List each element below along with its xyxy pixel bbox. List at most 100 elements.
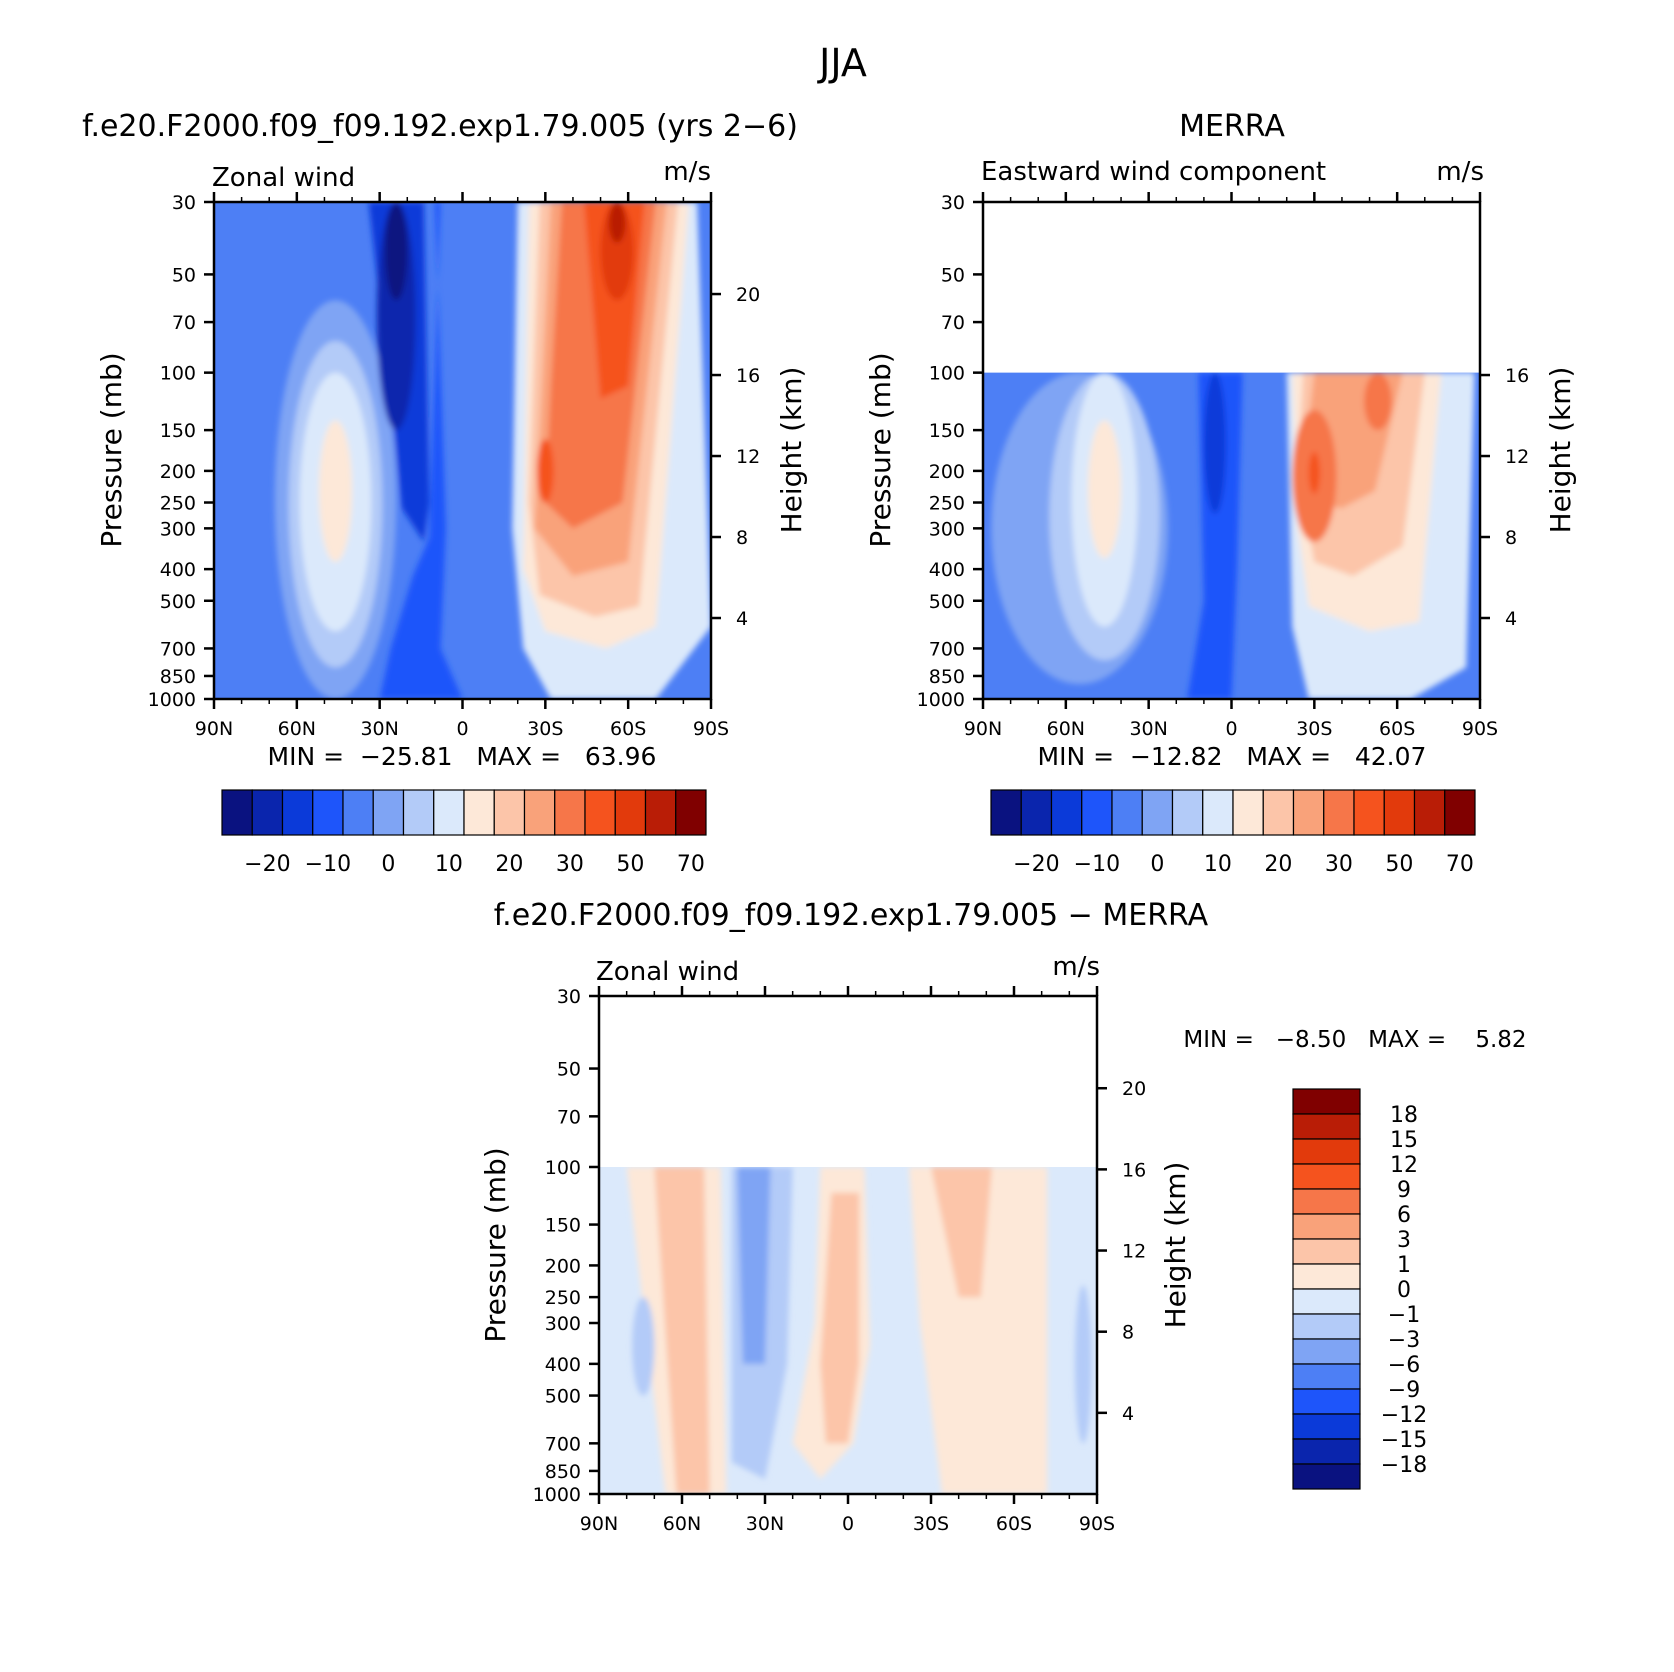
difference-colorbar-swatch [1292,1088,1361,1115]
diff-y-tick-label: 1000 [533,1484,581,1506]
obs-x-tick-label: 30N [1129,718,1167,740]
obs-height-tick-label: 4 [1505,608,1517,630]
obs-x-tick-label: 30S [1296,718,1332,740]
diff-height-tick-label: 8 [1122,1322,1134,1344]
panel-model-title: f.e20.F2000.f09_f09.192.exp1.79.005 (yrs… [82,109,798,144]
model-colorbar-swatch [342,789,374,836]
diff-y-tick-label: 400 [545,1354,581,1376]
difference-contour-nh-neg-2 [737,1167,771,1364]
model-contour-sh-subtropical-core [537,439,554,503]
diff-height-tick-label: 20 [1122,1078,1146,1100]
panel-model-left-label: Zonal wind [212,163,355,193]
diff-y-tick-label: 200 [545,1255,581,1277]
model-x-tick-label: 60N [278,718,316,740]
obs-y-tick-label: 100 [929,363,965,385]
diff-x-tick-label: 60N [663,1513,701,1535]
difference-ylabel-right: Height (km) [1159,1162,1192,1329]
model-colorbar-swatch [644,789,677,836]
model-y-tick-label: 850 [160,666,196,688]
difference-colorbar-swatch [1292,1213,1361,1240]
obs-colorbar-swatch [1383,789,1416,836]
obs-colorbar-swatch [1262,789,1295,836]
difference-colorbar-swatch [1292,1288,1361,1315]
difference-ylabel: Pressure (mb) [479,1147,512,1342]
model-colorbar-swatch [463,789,495,836]
panel-merra: MERRA Eastward wind component m/s 90N 60N… [864,109,1577,877]
diff-x-tick-label: 0 [842,1513,854,1535]
model-colorbar-label: 30 [556,852,584,877]
obs-y-tick-label: 1000 [917,689,965,711]
model-contour-sh-7 [600,202,634,301]
model-y-tick-label: 70 [172,312,196,334]
model-x-tick-label: 90N [195,718,233,740]
obs-colorbar-swatch [1444,789,1476,836]
obs-colorbar-swatch [990,789,1022,836]
diff-y-tick-label: 50 [557,1059,581,1081]
difference-colorbar-swatch [1292,1163,1361,1190]
obs-colorbar-swatch [1171,789,1204,836]
model-colorbar-swatch [523,789,556,836]
merra-min-max: MIN = −12.82 MAX = 42.07 [1038,742,1427,771]
difference-colorbar-label: −3 [1388,1328,1420,1353]
obs-colorbar-swatch [1323,789,1355,836]
obs-colorbar-label: −10 [1074,852,1120,877]
difference-colorbar-swatch [1292,1463,1361,1490]
model-colorbar-label: 0 [381,852,395,877]
obs-colorbar-label: 0 [1150,852,1164,877]
difference-colorbar-swatch [1292,1413,1361,1440]
model-y-tick-label: 700 [160,638,196,660]
difference-colorbar-swatch [1292,1338,1361,1365]
panel-model-units: m/s [663,157,711,187]
difference-colorbar-swatch [1292,1138,1361,1165]
model-colorbar-swatch [402,789,435,836]
obs-height-tick-label: 16 [1505,365,1529,387]
diff-y-tick-label: 30 [557,986,581,1008]
model-y-tick-label: 150 [160,420,196,442]
diff-height-tick-label: 4 [1122,1403,1134,1425]
difference-colorbar-label: −9 [1388,1378,1420,1403]
obs-colorbar-swatch [1081,789,1113,836]
panel-difference-units: m/s [1052,952,1100,982]
obs-y-tick-label: 250 [929,493,965,515]
difference-colorbar-swatch [1292,1313,1361,1340]
merra-contour-sh-6 [1364,372,1392,431]
obs-y-tick-label: 50 [941,264,965,286]
merra-contour-field [983,372,1480,699]
model-colorbar-swatch [433,789,465,836]
model-x-tick-label: 60S [610,718,646,740]
diff-x-tick-label: 90S [1079,1513,1115,1535]
difference-min-max: MIN = −8.50 MAX = 5.82 [1183,1027,1526,1053]
difference-colorbar-swatch [1292,1113,1361,1140]
model-colorbar-swatch [675,789,707,836]
model-height-tick-label: 12 [736,446,760,468]
diff-y-tick-label: 700 [545,1433,581,1455]
model-colorbar-label: 70 [677,852,705,877]
obs-colorbar-swatch [1111,789,1143,836]
obs-colorbar-label: 70 [1446,852,1474,877]
panel-difference-left-label: Zonal wind [596,957,739,987]
merra-contour-nh-4 [1087,420,1122,559]
difference-colorbar-label: −18 [1381,1453,1427,1478]
merra-contour-sh-core [1308,451,1320,494]
model-contour-field [214,202,711,699]
model-y-tick-label: 50 [172,264,196,286]
difference-colorbar-label: 15 [1390,1128,1418,1153]
model-y-tick-label: 250 [160,493,196,515]
diff-y-tick-label: 70 [557,1106,581,1128]
model-y-tick-label: 400 [160,559,196,581]
diff-x-tick-label: 90N [580,1513,618,1535]
obs-colorbar-label: −20 [1013,852,1059,877]
difference-colorbar-swatch [1292,1363,1361,1390]
merra-contour-tropics-1 [1187,372,1243,699]
difference-colorbar-label: −1 [1388,1303,1420,1328]
model-colorbar-swatch [584,789,616,836]
difference-contour-nh-neg-3 [632,1297,655,1396]
difference-contour-sh-pos-1 [908,1167,1048,1494]
model-height-tick-label: 8 [736,527,748,549]
difference-colorbar-swatch [1292,1263,1361,1290]
difference-axes: 90N 60N 30N 0 30S 60S 90S 30 50 70 100 150 200 250 300… [533,986,1146,1535]
difference-colorbar-swatch [1292,1238,1361,1265]
obs-colorbar-swatch [1413,789,1446,836]
page-title: JJA [817,41,867,85]
